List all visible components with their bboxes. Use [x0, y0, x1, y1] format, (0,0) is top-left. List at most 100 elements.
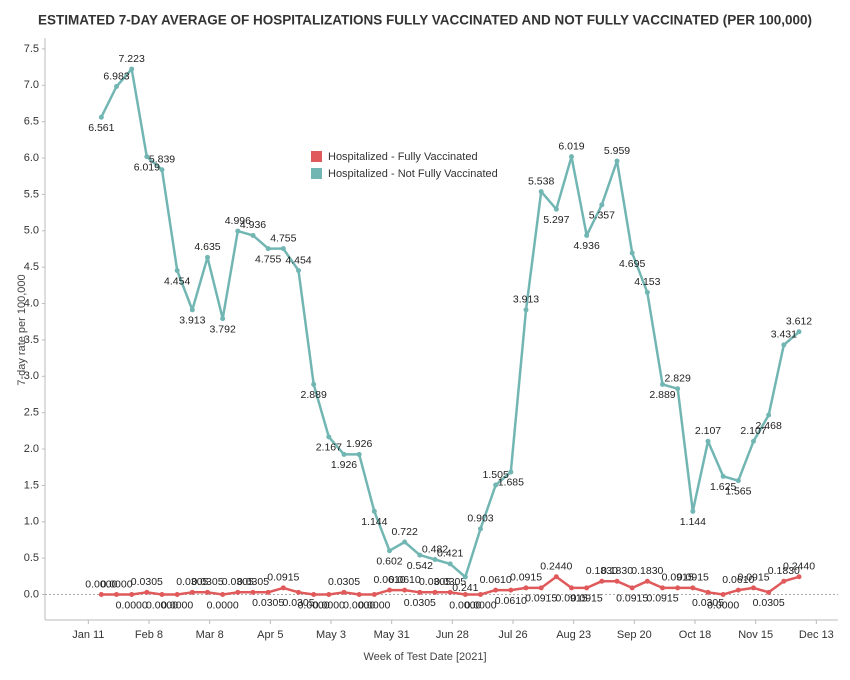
data-point	[478, 592, 483, 598]
data-point	[629, 585, 635, 591]
data-point	[569, 585, 574, 591]
data-point	[402, 539, 408, 545]
data-point	[296, 589, 301, 595]
data-label: 0.0610	[495, 595, 527, 607]
data-label: 0.1830	[768, 565, 800, 577]
data-label: 0.0305	[404, 597, 436, 609]
data-point	[538, 585, 544, 591]
data-label: 0.602	[376, 556, 402, 568]
data-point	[98, 114, 104, 120]
data-point	[766, 589, 772, 595]
data-point	[462, 592, 468, 598]
data-label: 2.829	[665, 373, 691, 385]
data-label: 0.0000	[161, 599, 193, 611]
data-label: 3.431	[771, 329, 797, 341]
x-tick-label: Jan 11	[72, 629, 104, 641]
data-point	[144, 589, 150, 595]
y-tick-label: 1.0	[24, 516, 39, 528]
data-point	[356, 451, 362, 457]
data-point	[629, 250, 635, 256]
data-point	[311, 381, 317, 387]
data-point	[341, 451, 347, 457]
data-label: 1.505	[483, 469, 509, 481]
y-tick-label: 0.0	[24, 588, 39, 600]
y-tick-label: 3.0	[24, 370, 39, 382]
data-point	[796, 574, 802, 580]
data-label: 1.144	[361, 516, 387, 528]
y-tick-label: 5.5	[24, 188, 39, 200]
data-label: 0.0915	[267, 572, 299, 584]
data-label: 6.019	[134, 161, 160, 173]
data-label: 4.996	[225, 215, 251, 227]
data-point	[356, 592, 362, 598]
data-point	[250, 232, 256, 238]
data-label: 0.0305	[282, 597, 314, 609]
data-point	[235, 228, 241, 234]
data-label: 0.0305	[131, 576, 163, 588]
data-point	[341, 589, 347, 595]
y-tick-label: 4.0	[24, 297, 39, 309]
data-label: 0.0000	[343, 599, 375, 611]
data-point	[720, 592, 726, 598]
data-point	[371, 508, 377, 514]
data-label: 3.612	[786, 316, 812, 328]
data-label: 2.107	[740, 425, 766, 437]
data-label: 0.0000	[358, 599, 390, 611]
legend: Hospitalized - Fully Vaccinated Hospitali…	[311, 151, 498, 180]
y-tick-label: 6.0	[24, 152, 39, 164]
data-point	[751, 438, 756, 444]
data-point	[751, 585, 756, 591]
data-point	[387, 548, 392, 554]
data-point	[265, 589, 271, 595]
y-tick-label: 7.5	[24, 43, 39, 55]
data-point	[569, 154, 574, 160]
data-point	[205, 589, 210, 595]
data-point	[205, 254, 210, 260]
data-label: 4.153	[634, 276, 660, 288]
y-tick-label: 2.0	[24, 443, 39, 455]
data-label: 0.0915	[737, 572, 769, 584]
data-point	[220, 316, 226, 322]
data-point	[174, 592, 180, 598]
data-point	[159, 167, 165, 173]
data-point	[584, 585, 590, 591]
data-point	[599, 202, 605, 208]
data-point	[280, 585, 286, 591]
data-point	[311, 592, 317, 598]
data-label: 0.0915	[510, 572, 542, 584]
x-axis-title: Week of Test Date [2021]	[363, 651, 486, 663]
data-point	[614, 158, 620, 164]
data-label: 6.561	[88, 122, 114, 134]
data-label: 0.241	[452, 582, 478, 594]
data-label: 3.792	[210, 323, 236, 335]
data-label: 3.913	[513, 294, 539, 306]
data-point	[705, 438, 711, 444]
data-label: 1.926	[331, 459, 357, 471]
data-point	[114, 84, 119, 90]
data-point	[129, 592, 135, 598]
data-label: 0.722	[392, 526, 418, 538]
data-label: 5.839	[149, 154, 175, 166]
data-label: 7.223	[119, 53, 145, 65]
legend-swatch	[311, 168, 322, 179]
y-axis-title: 7-day rate per 100,000	[16, 274, 28, 385]
data-point	[417, 552, 423, 558]
data-point	[447, 589, 453, 595]
y-tick-label: 2.5	[24, 407, 39, 419]
data-point	[766, 412, 772, 418]
data-label: 0.0305	[753, 597, 785, 609]
data-label: 0.0915	[571, 593, 603, 605]
data-label: 0.0305	[191, 576, 223, 588]
data-label: 0.0000	[313, 599, 345, 611]
data-point	[720, 473, 726, 479]
data-point	[644, 289, 650, 295]
x-tick-label: Mar 8	[196, 629, 224, 641]
data-label: 0.0915	[677, 572, 709, 584]
y-tick-label: 4.5	[24, 261, 39, 273]
data-point	[675, 386, 681, 392]
data-label: 0.0000	[298, 599, 330, 611]
data-label: 0.0610	[722, 574, 754, 586]
x-tick-label: May 3	[316, 629, 346, 641]
data-label: 0.0000	[116, 599, 148, 611]
